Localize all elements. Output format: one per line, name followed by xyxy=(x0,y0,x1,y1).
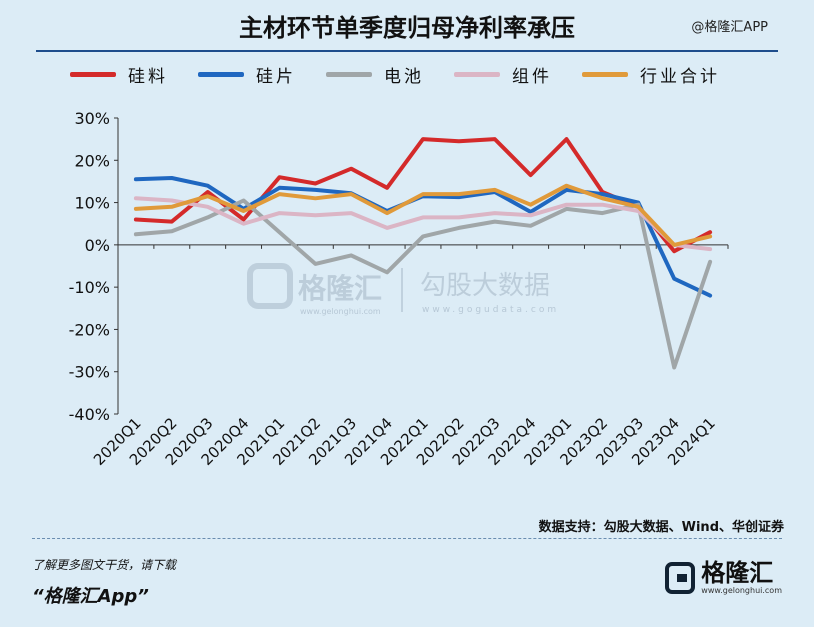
legend-swatch xyxy=(454,71,500,77)
watermark-partner-url: www.gogudata.com xyxy=(422,305,559,315)
legend-label: 硅料 xyxy=(128,66,168,87)
legend-label: 行业合计 xyxy=(640,66,720,87)
y-tick-label: -40% xyxy=(69,405,110,424)
y-tick-label: 30% xyxy=(74,109,110,128)
watermark-top: @格隆汇APP xyxy=(691,20,768,35)
y-tick-label: 0% xyxy=(85,236,110,255)
logo-name: 格隆汇 xyxy=(701,559,774,587)
app-name: “格隆汇App” xyxy=(32,586,149,607)
logo-icon xyxy=(665,561,696,594)
series-line-4 xyxy=(133,196,713,252)
y-tick-label: 10% xyxy=(74,194,110,213)
legend-label: 组件 xyxy=(512,66,552,87)
download-prompt: 了解更多图文干货，请下载 xyxy=(32,558,177,572)
y-tick-label: -30% xyxy=(69,363,110,382)
legend-swatch xyxy=(198,71,244,77)
legend-item: 电池 xyxy=(326,62,424,87)
title-rule xyxy=(36,50,778,52)
watermark-brand-url: www.gelonghui.com xyxy=(300,307,381,316)
legend-label: 硅片 xyxy=(256,66,296,87)
footer-divider xyxy=(32,538,782,539)
logo-url: www.gelonghui.com xyxy=(701,586,782,595)
legend-swatch xyxy=(326,71,372,77)
series-line-5 xyxy=(133,183,713,247)
chart-title: 主材环节单季度归母净利率承压 xyxy=(239,14,575,42)
legend-item: 硅片 xyxy=(198,62,296,87)
line-chart: 格隆汇 www.gelonghui.com 勾股大数据 www.gogudata.co… xyxy=(69,109,729,469)
legend-swatch xyxy=(582,71,628,77)
legend: 硅料 硅片 电池 组件 行业合计 xyxy=(70,60,720,88)
source-note: 数据支持：勾股大数据、Wind、华创证券 xyxy=(538,520,784,535)
legend-item: 行业合计 xyxy=(582,62,720,87)
legend-label: 电池 xyxy=(384,66,424,87)
legend-swatch xyxy=(70,71,116,77)
y-tick-label: -10% xyxy=(69,278,110,297)
watermark-partner: 勾股大数据 xyxy=(420,271,550,301)
watermark-brand: 格隆汇 xyxy=(298,272,382,305)
legend-item: 硅料 xyxy=(70,62,168,87)
y-tick-label: 20% xyxy=(74,151,110,170)
watermark-logo-icon xyxy=(247,263,293,309)
brand-logo: 格隆汇 www.gelonghui.com xyxy=(665,560,782,595)
y-tick-label: -20% xyxy=(69,320,110,339)
legend-item: 组件 xyxy=(454,62,552,87)
